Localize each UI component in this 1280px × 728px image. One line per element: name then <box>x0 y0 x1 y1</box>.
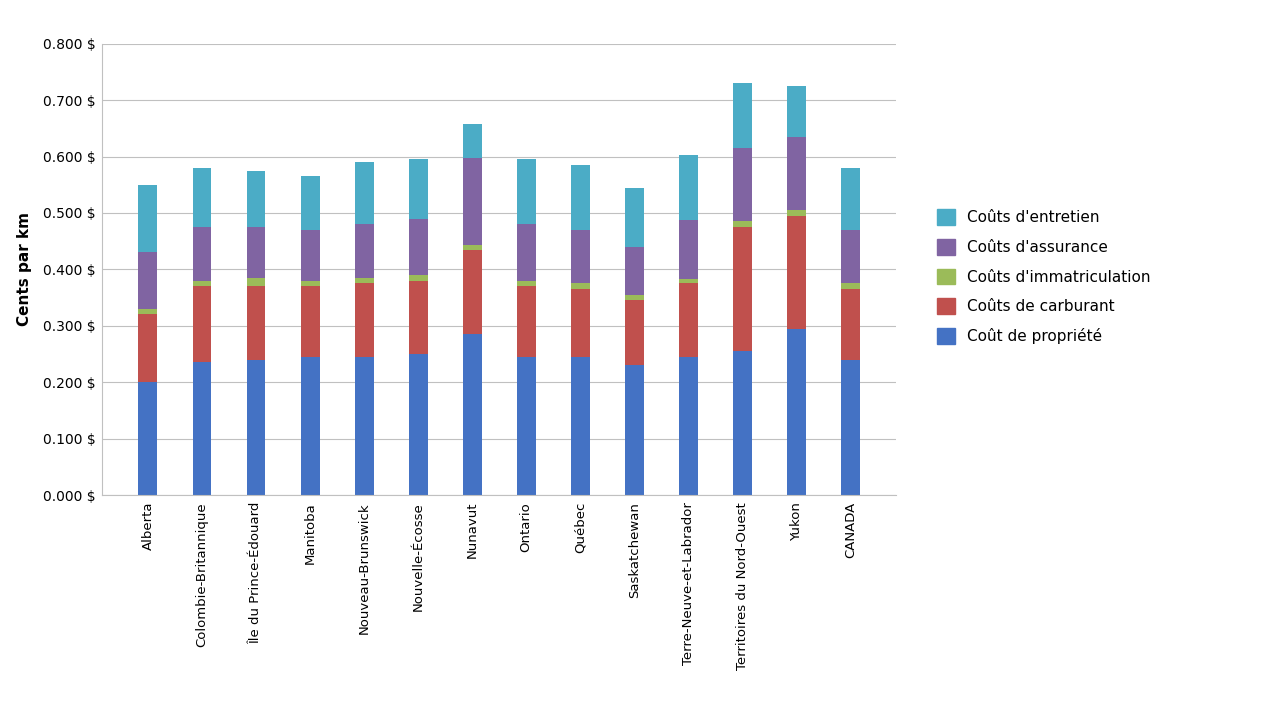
Bar <box>787 328 806 495</box>
Bar <box>517 357 535 495</box>
Bar <box>138 382 157 495</box>
Bar <box>247 360 265 495</box>
Bar <box>733 227 751 351</box>
Bar <box>517 159 535 224</box>
Bar <box>517 224 535 281</box>
Bar <box>463 245 481 250</box>
Bar <box>355 162 374 224</box>
Bar <box>571 283 590 289</box>
Bar <box>247 227 265 278</box>
Bar <box>301 230 320 281</box>
Bar <box>841 230 860 283</box>
Bar <box>355 283 374 357</box>
Bar <box>463 334 481 495</box>
Bar <box>571 165 590 230</box>
Bar <box>571 357 590 495</box>
Bar <box>192 363 211 495</box>
Bar <box>408 218 428 275</box>
Bar <box>841 168 860 230</box>
Y-axis label: Cents par km: Cents par km <box>17 213 32 326</box>
Bar <box>733 351 751 495</box>
Bar <box>192 168 211 227</box>
Bar <box>408 275 428 281</box>
Bar <box>247 170 265 227</box>
Bar <box>678 357 698 495</box>
Bar <box>138 314 157 382</box>
Legend: Coûts d'entretien, Coûts d'assurance, Coûts d'immatriculation, Coûts de carburan: Coûts d'entretien, Coûts d'assurance, Co… <box>929 202 1158 352</box>
Bar <box>355 357 374 495</box>
Bar <box>301 281 320 286</box>
Bar <box>787 210 806 215</box>
Bar <box>571 230 590 283</box>
Bar <box>355 224 374 278</box>
Bar <box>517 286 535 357</box>
Bar <box>841 283 860 289</box>
Bar <box>733 221 751 227</box>
Bar <box>463 250 481 334</box>
Bar <box>625 365 644 495</box>
Bar <box>787 137 806 210</box>
Bar <box>192 281 211 286</box>
Bar <box>625 301 644 365</box>
Bar <box>678 155 698 220</box>
Bar <box>678 283 698 357</box>
Bar <box>571 289 590 357</box>
Bar <box>625 295 644 301</box>
Bar <box>787 86 806 137</box>
Bar <box>678 220 698 279</box>
Bar <box>138 309 157 314</box>
Bar <box>301 357 320 495</box>
Bar <box>841 289 860 360</box>
Bar <box>192 286 211 363</box>
Bar <box>517 281 535 286</box>
Bar <box>301 176 320 230</box>
Bar <box>138 253 157 309</box>
Bar <box>138 185 157 253</box>
Bar <box>841 360 860 495</box>
Bar <box>408 159 428 218</box>
Bar <box>247 286 265 360</box>
Bar <box>625 247 644 295</box>
Bar <box>192 227 211 281</box>
Bar <box>787 215 806 328</box>
Bar <box>463 158 481 245</box>
Bar <box>301 286 320 357</box>
Bar <box>733 148 751 221</box>
Bar <box>408 280 428 354</box>
Bar <box>355 278 374 283</box>
Bar <box>678 279 698 283</box>
Bar <box>408 354 428 495</box>
Bar <box>247 278 265 286</box>
Bar <box>625 188 644 247</box>
Bar <box>463 124 481 158</box>
Bar <box>733 83 751 148</box>
